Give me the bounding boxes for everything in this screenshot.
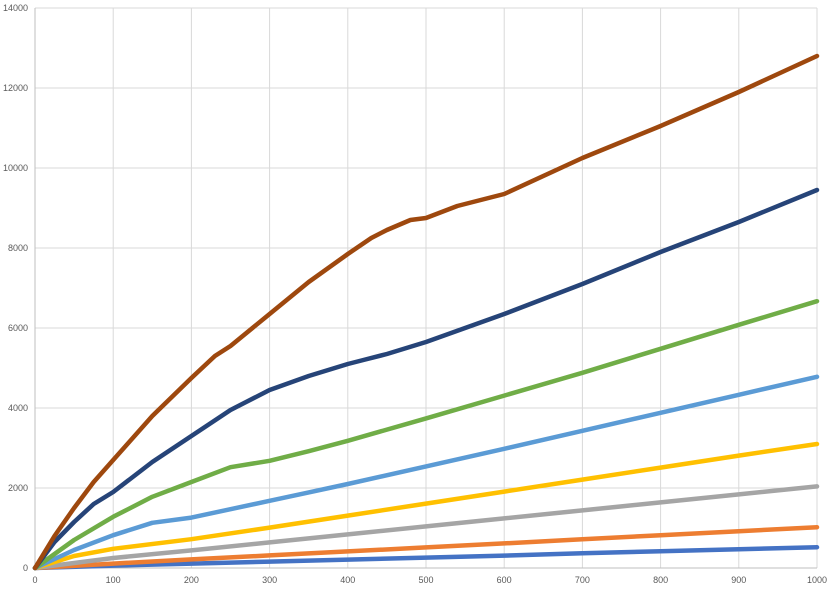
- series-line-1: [32, 544, 820, 571]
- x-tick-label: 900: [731, 575, 746, 585]
- series-line-3: [32, 484, 820, 571]
- series-line-7: [32, 187, 820, 571]
- y-tick-label: 8000: [8, 243, 28, 253]
- y-tick-label: 10000: [3, 163, 28, 173]
- series-group: [32, 53, 820, 571]
- series-line-8: [32, 53, 820, 571]
- x-tick-label: 200: [184, 575, 199, 585]
- x-tick-label: 700: [575, 575, 590, 585]
- grid: [35, 7, 818, 568]
- x-tick-label: 1000: [807, 575, 827, 585]
- x-tick-label: 100: [106, 575, 121, 585]
- tick-labels: 0 100 200 300 400 500 600 700 800 900 100002000400…: [3, 3, 827, 585]
- series-line-2: [32, 524, 820, 571]
- series-line-6: [32, 298, 820, 571]
- series-line-5: [32, 374, 820, 571]
- y-tick-label: 0: [23, 563, 28, 573]
- axes: [34, 8, 817, 569]
- y-tick-label: 12000: [3, 83, 28, 93]
- x-tick-label: 800: [653, 575, 668, 585]
- x-tick-label: 400: [340, 575, 355, 585]
- series-line-4: [32, 441, 820, 571]
- x-tick-label: 0: [32, 575, 37, 585]
- x-tick-label: 500: [418, 575, 433, 585]
- y-tick-label: 14000: [3, 3, 28, 13]
- x-tick-label: 600: [497, 575, 512, 585]
- y-tick-label: 6000: [8, 323, 28, 333]
- y-tick-label: 4000: [8, 403, 28, 413]
- y-tick-label: 2000: [8, 483, 28, 493]
- x-tick-label: 300: [262, 575, 277, 585]
